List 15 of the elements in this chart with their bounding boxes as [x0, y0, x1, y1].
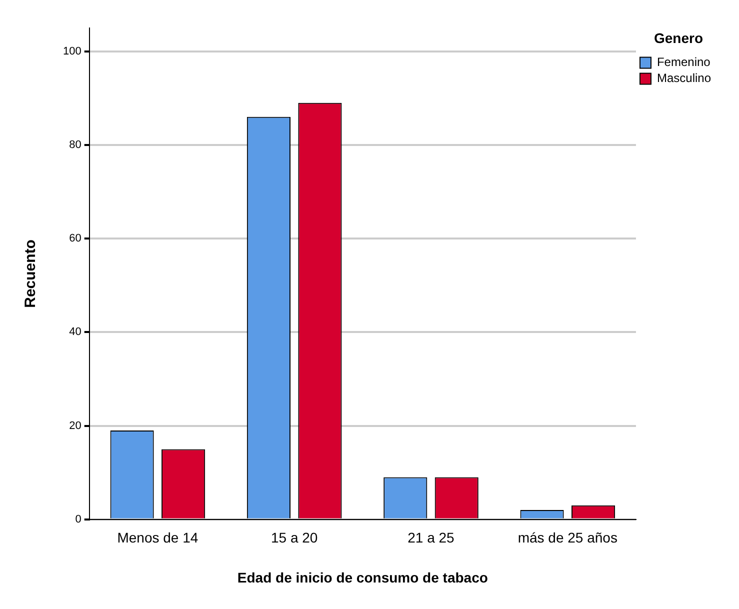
y-tick-label: 100 — [62, 45, 82, 58]
legend-label: Masculino — [656, 71, 712, 86]
y-tick-label: 60 — [69, 232, 82, 245]
y-tick-label: 80 — [69, 139, 82, 152]
y-tick-label: 20 — [69, 420, 82, 432]
x-axis-title: Edad de inicio de consumo de tabaco — [237, 569, 488, 586]
legend-title: Genero — [654, 30, 703, 46]
legend-label: Femenino — [656, 55, 711, 70]
x-tick-label: 21 a 25 — [408, 530, 455, 546]
x-tick-label: 15 a 20 — [270, 530, 318, 546]
x-tick-label: Menos de 14 — [117, 530, 198, 546]
y-axis-title: Recuento — [22, 240, 40, 308]
x-tick-label: más de 25 años — [518, 530, 618, 546]
y-tick-label: 40 — [69, 326, 82, 338]
y-tick-label: 0 — [75, 513, 82, 526]
